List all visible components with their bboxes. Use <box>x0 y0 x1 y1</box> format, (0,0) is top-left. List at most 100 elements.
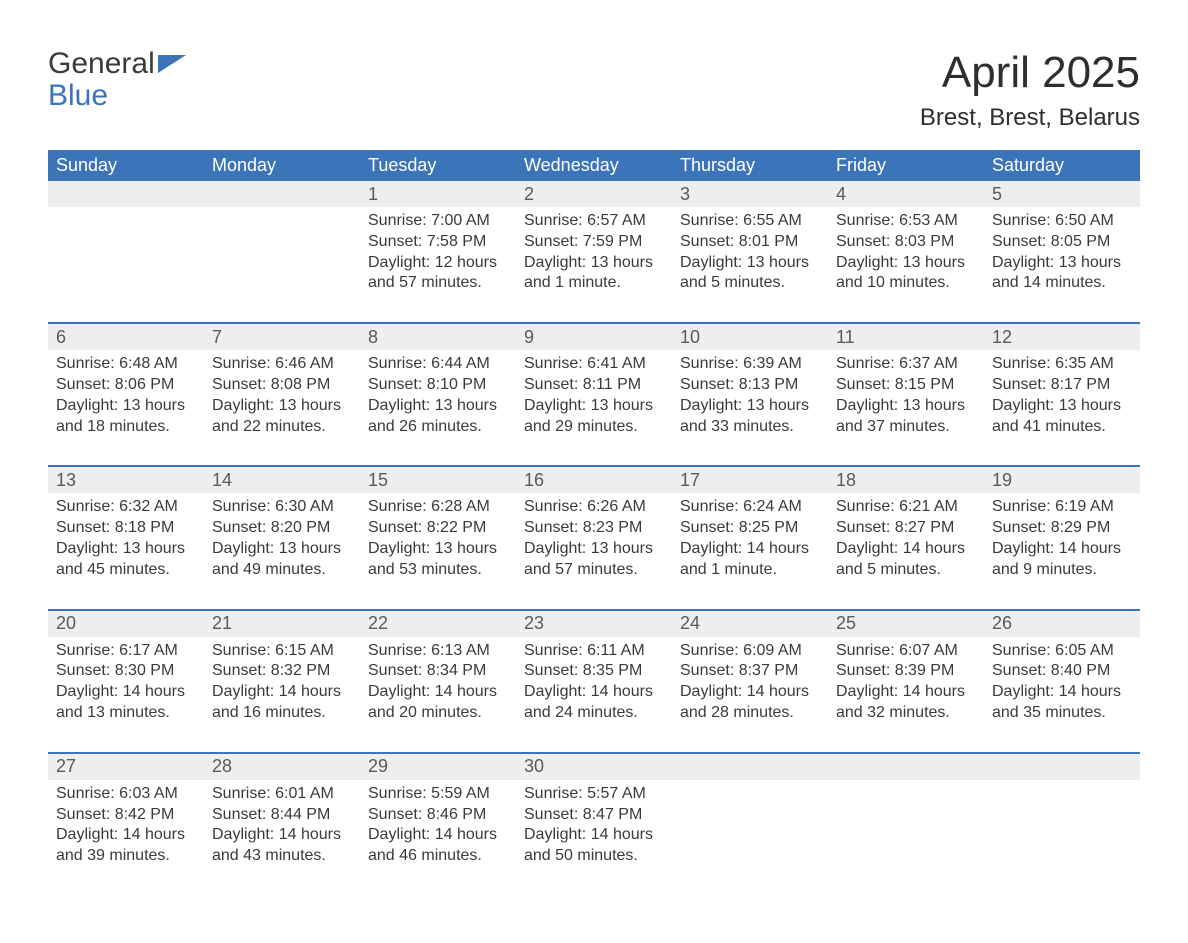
daylight-text: Daylight: 14 hours <box>992 539 1132 560</box>
day-number: 14 <box>204 467 360 493</box>
daylight-text: and 57 minutes. <box>368 273 508 294</box>
day-cell: Sunrise: 6:19 AMSunset: 8:29 PMDaylight:… <box>984 493 1140 609</box>
day-cell <box>204 207 360 323</box>
daylight-text: Daylight: 13 hours <box>212 539 352 560</box>
daylight-text: Daylight: 14 hours <box>212 825 352 846</box>
daylight-text: and 20 minutes. <box>368 703 508 724</box>
day-cell: Sunrise: 6:44 AMSunset: 8:10 PMDaylight:… <box>360 350 516 466</box>
day-number-row: 6789101112 <box>48 324 1140 350</box>
day-number-row: 20212223242526 <box>48 611 1140 637</box>
month-title: April 2025 <box>920 48 1140 98</box>
col-tuesday: Tuesday <box>360 150 516 181</box>
calendar-table: Sunday Monday Tuesday Wednesday Thursday… <box>48 150 1140 895</box>
sunset-text: Sunset: 8:20 PM <box>212 518 352 539</box>
daylight-text: Daylight: 14 hours <box>56 682 196 703</box>
sunrise-text: Sunrise: 6:09 AM <box>680 641 820 662</box>
day-number: 25 <box>828 611 984 637</box>
day-cell: Sunrise: 5:59 AMSunset: 8:46 PMDaylight:… <box>360 780 516 895</box>
day-cell <box>828 780 984 895</box>
sunrise-text: Sunrise: 7:00 AM <box>368 211 508 232</box>
daylight-text: Daylight: 13 hours <box>368 539 508 560</box>
daylight-text: and 1 minute. <box>524 273 664 294</box>
day-cell: Sunrise: 6:11 AMSunset: 8:35 PMDaylight:… <box>516 637 672 753</box>
day-cell: Sunrise: 6:03 AMSunset: 8:42 PMDaylight:… <box>48 780 204 895</box>
sunrise-text: Sunrise: 5:59 AM <box>368 784 508 805</box>
day-cell: Sunrise: 6:53 AMSunset: 8:03 PMDaylight:… <box>828 207 984 323</box>
day-number-row: 13141516171819 <box>48 467 1140 493</box>
sunrise-text: Sunrise: 6:57 AM <box>524 211 664 232</box>
daylight-text: Daylight: 14 hours <box>56 825 196 846</box>
daylight-text: and 50 minutes. <box>524 846 664 867</box>
daylight-text: and 32 minutes. <box>836 703 976 724</box>
day-number: 19 <box>984 467 1140 493</box>
day-number <box>828 754 984 780</box>
sunrise-text: Sunrise: 6:15 AM <box>212 641 352 662</box>
day-number: 10 <box>672 324 828 350</box>
day-cell: Sunrise: 6:17 AMSunset: 8:30 PMDaylight:… <box>48 637 204 753</box>
sunrise-text: Sunrise: 6:46 AM <box>212 354 352 375</box>
day-number-row: 12345 <box>48 181 1140 207</box>
sunrise-text: Sunrise: 6:44 AM <box>368 354 508 375</box>
daylight-text: Daylight: 14 hours <box>524 825 664 846</box>
day-cell: Sunrise: 6:01 AMSunset: 8:44 PMDaylight:… <box>204 780 360 895</box>
day-number: 4 <box>828 181 984 207</box>
sunset-text: Sunset: 8:47 PM <box>524 805 664 826</box>
day-number: 9 <box>516 324 672 350</box>
logo-text: General Blue <box>48 48 186 111</box>
daylight-text: Daylight: 13 hours <box>524 396 664 417</box>
daylight-text: Daylight: 13 hours <box>524 253 664 274</box>
daylight-text: and 37 minutes. <box>836 417 976 438</box>
daylight-text: Daylight: 14 hours <box>212 682 352 703</box>
sunset-text: Sunset: 8:17 PM <box>992 375 1132 396</box>
daylight-text: and 41 minutes. <box>992 417 1132 438</box>
daylight-text: and 10 minutes. <box>836 273 976 294</box>
day-data-row: Sunrise: 7:00 AMSunset: 7:58 PMDaylight:… <box>48 207 1140 323</box>
day-cell: Sunrise: 6:32 AMSunset: 8:18 PMDaylight:… <box>48 493 204 609</box>
day-number-row: 27282930 <box>48 754 1140 780</box>
sunset-text: Sunset: 8:25 PM <box>680 518 820 539</box>
sunrise-text: Sunrise: 6:37 AM <box>836 354 976 375</box>
day-number: 13 <box>48 467 204 493</box>
day-number: 16 <box>516 467 672 493</box>
daylight-text: Daylight: 14 hours <box>992 682 1132 703</box>
daylight-text: and 1 minute. <box>680 560 820 581</box>
daylight-text: and 46 minutes. <box>368 846 508 867</box>
col-monday: Monday <box>204 150 360 181</box>
daylight-text: Daylight: 13 hours <box>368 396 508 417</box>
day-data-row: Sunrise: 6:03 AMSunset: 8:42 PMDaylight:… <box>48 780 1140 895</box>
sunset-text: Sunset: 8:34 PM <box>368 661 508 682</box>
sunset-text: Sunset: 8:39 PM <box>836 661 976 682</box>
day-number <box>48 181 204 207</box>
col-friday: Friday <box>828 150 984 181</box>
sunrise-text: Sunrise: 6:01 AM <box>212 784 352 805</box>
logo: General Blue <box>48 48 186 111</box>
sunrise-text: Sunrise: 6:28 AM <box>368 497 508 518</box>
daylight-text: Daylight: 13 hours <box>680 253 820 274</box>
day-cell: Sunrise: 6:24 AMSunset: 8:25 PMDaylight:… <box>672 493 828 609</box>
day-number: 29 <box>360 754 516 780</box>
daylight-text: Daylight: 13 hours <box>56 539 196 560</box>
daylight-text: and 57 minutes. <box>524 560 664 581</box>
day-data-row: Sunrise: 6:17 AMSunset: 8:30 PMDaylight:… <box>48 637 1140 753</box>
sunrise-text: Sunrise: 6:13 AM <box>368 641 508 662</box>
sunrise-text: Sunrise: 6:41 AM <box>524 354 664 375</box>
day-cell: Sunrise: 6:30 AMSunset: 8:20 PMDaylight:… <box>204 493 360 609</box>
sunset-text: Sunset: 8:23 PM <box>524 518 664 539</box>
daylight-text: and 16 minutes. <box>212 703 352 724</box>
daylight-text: and 49 minutes. <box>212 560 352 581</box>
day-number: 7 <box>204 324 360 350</box>
sunset-text: Sunset: 8:22 PM <box>368 518 508 539</box>
daylight-text: and 24 minutes. <box>524 703 664 724</box>
sunset-text: Sunset: 8:05 PM <box>992 232 1132 253</box>
day-data-row: Sunrise: 6:48 AMSunset: 8:06 PMDaylight:… <box>48 350 1140 466</box>
day-number: 30 <box>516 754 672 780</box>
daylight-text: Daylight: 14 hours <box>524 682 664 703</box>
sunrise-text: Sunrise: 6:24 AM <box>680 497 820 518</box>
day-header-row: Sunday Monday Tuesday Wednesday Thursday… <box>48 150 1140 181</box>
sunrise-text: Sunrise: 6:48 AM <box>56 354 196 375</box>
sunrise-text: Sunrise: 6:39 AM <box>680 354 820 375</box>
day-cell: Sunrise: 7:00 AMSunset: 7:58 PMDaylight:… <box>360 207 516 323</box>
sunrise-text: Sunrise: 6:05 AM <box>992 641 1132 662</box>
day-number: 18 <box>828 467 984 493</box>
day-number: 17 <box>672 467 828 493</box>
